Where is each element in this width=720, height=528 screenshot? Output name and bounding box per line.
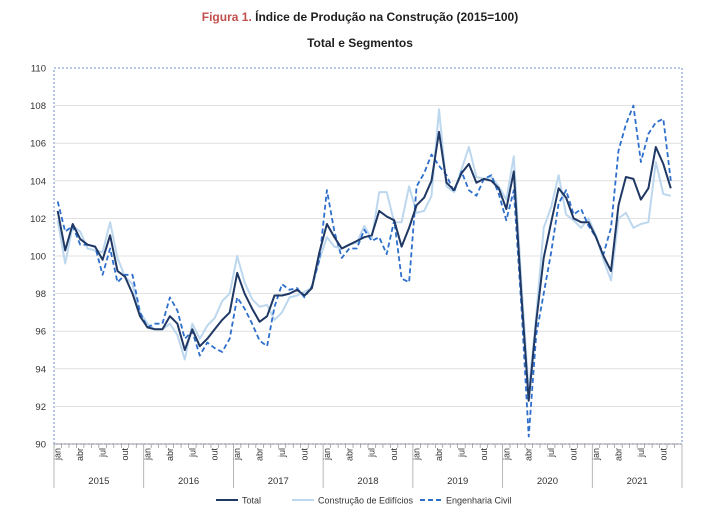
x-tick-label: jan [322, 448, 332, 461]
x-tick-label: jul [187, 448, 197, 458]
x-tick-label: abr [434, 448, 444, 461]
x-tick-label: abr [524, 448, 534, 461]
x-tick-label: abr [255, 448, 265, 461]
year-label: 2016 [178, 476, 199, 487]
x-tick-label: out [210, 448, 220, 461]
y-tick-label: 90 [35, 440, 46, 451]
y-tick-label: 96 [35, 327, 46, 338]
x-tick-label: jan [53, 448, 63, 461]
y-tick-label: 104 [30, 176, 46, 187]
y-tick-label: 110 [31, 64, 46, 75]
legend-label: Engenharia Civil [446, 496, 512, 506]
legend-label: Construção de Edifícios [318, 496, 414, 506]
y-tick-label: 92 [35, 402, 46, 413]
x-tick-label: abr [344, 448, 354, 461]
x-tick-label: out [389, 448, 399, 461]
year-label: 2020 [537, 476, 558, 487]
x-tick-label: jul [98, 448, 108, 458]
legend-label: Total [242, 496, 261, 506]
x-tick-label: out [299, 448, 309, 461]
x-tick-label: abr [165, 448, 175, 461]
y-tick-label: 102 [30, 214, 46, 225]
x-tick-label: jan [501, 448, 511, 461]
year-label: 2017 [268, 476, 289, 487]
x-tick-label: out [569, 448, 579, 461]
series-line-engenharia-civil [56, 104, 672, 438]
year-label: 2015 [88, 476, 109, 487]
x-tick-label: jul [636, 448, 646, 458]
x-tick-label: jul [367, 448, 377, 458]
y-tick-label: 108 [30, 101, 46, 112]
x-tick-label: jan [142, 448, 152, 461]
x-tick-label: out [120, 448, 130, 461]
series-line-construcao-edificios [56, 108, 672, 393]
year-label: 2018 [357, 476, 378, 487]
y-tick-label: 98 [35, 289, 46, 300]
year-label: 2019 [447, 476, 468, 487]
x-tick-label: jul [277, 448, 287, 458]
x-tick-label: abr [613, 448, 623, 461]
x-tick-label: jan [232, 448, 242, 461]
y-tick-label: 106 [30, 139, 46, 150]
x-tick-label: abr [75, 448, 85, 461]
figure-title: Figura 1. Índice de Produção na Construç… [0, 10, 720, 24]
chart-subtitle: Total e Segmentos [307, 36, 413, 50]
x-tick-label: out [658, 448, 668, 461]
x-tick-label: jan [591, 448, 601, 461]
x-tick-label: jul [456, 448, 466, 458]
year-label: 2021 [627, 476, 648, 487]
x-tick-label: jul [546, 448, 556, 458]
chart-title: Índice de Produção na Construção (2015=1… [255, 10, 519, 24]
x-tick-label: jan [412, 448, 422, 461]
series-line-total [56, 130, 672, 402]
x-tick-label: out [479, 448, 489, 461]
y-tick-label: 100 [30, 252, 46, 263]
figure-label: Figura 1. [201, 10, 252, 24]
y-tick-label: 94 [35, 364, 46, 375]
